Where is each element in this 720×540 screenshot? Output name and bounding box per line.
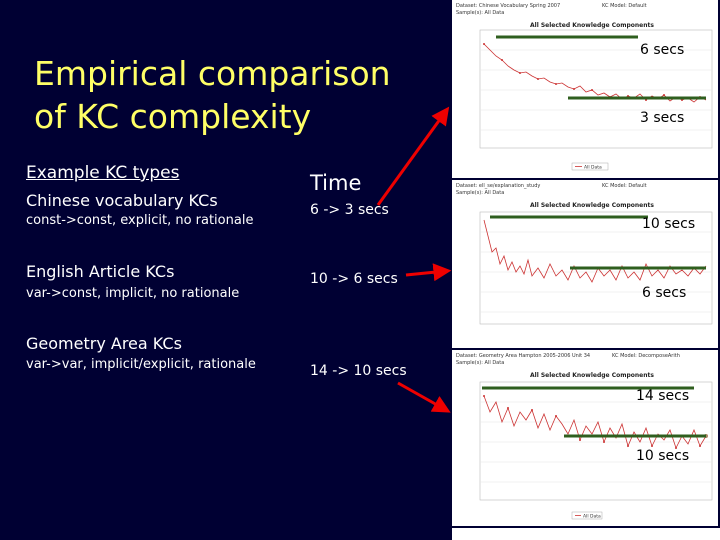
learning-curve-panel-english: Dataset: ell_se/explanation_study Sample… bbox=[452, 180, 718, 348]
kc-desc-geometry: var->var, implicit/explicit, rationale bbox=[26, 357, 256, 372]
learning-curve-panel-geometry: Dataset: Geometry Area Hampton 2005-2006… bbox=[452, 350, 718, 526]
curve-chart-english bbox=[479, 211, 713, 325]
samples-label: Sample(s): All Data bbox=[456, 190, 505, 196]
kc-model-label: KC Model: Default bbox=[602, 183, 647, 189]
arrow-to-chinese-icon bbox=[376, 106, 450, 206]
curve-chart-chinese: All Data bbox=[479, 29, 713, 171]
time-chinese: 6 -> 3 secs bbox=[310, 202, 389, 218]
learning-curve-panel-chinese: Dataset: Chinese Vocabulary Spring 2007 … bbox=[452, 0, 718, 178]
panel-footer bbox=[452, 528, 720, 540]
dataset-label: Dataset: ell_se/explanation_study bbox=[456, 183, 541, 189]
chart-title: All Selected Knowledge Components bbox=[530, 22, 654, 29]
legend-label: All Data bbox=[584, 165, 602, 171]
kc-type-chinese: Chinese vocabulary KCs bbox=[26, 191, 218, 210]
kc-desc-chinese: const->const, explicit, no rationale bbox=[26, 213, 254, 228]
time-english: 10 -> 6 secs bbox=[310, 271, 398, 287]
slide-title-line1: Empirical comparison bbox=[34, 54, 391, 93]
end-time-label: 10 secs bbox=[636, 448, 690, 464]
kc-model-label: KC Model: Default bbox=[602, 3, 647, 9]
kc-desc-english: var->const, implicit, no rationale bbox=[26, 286, 240, 301]
learning-curve-line bbox=[483, 219, 707, 283]
gridlines bbox=[480, 49, 712, 131]
start-time-label: 14 secs bbox=[636, 388, 690, 404]
curve-chart-geometry: All Data bbox=[479, 381, 713, 520]
samples-label: Sample(s): All Data bbox=[456, 360, 505, 366]
legend-box bbox=[571, 511, 603, 520]
gridlines bbox=[480, 231, 712, 313]
kc-type-geometry: Geometry Area KCs bbox=[26, 334, 182, 353]
start-time-label: 6 secs bbox=[640, 42, 685, 58]
arrow-to-geometry-icon bbox=[397, 381, 451, 413]
legend-box bbox=[571, 162, 609, 171]
time-geometry: 14 -> 10 secs bbox=[310, 363, 407, 379]
plot-area bbox=[479, 29, 713, 149]
end-time-label: 3 secs bbox=[640, 110, 685, 126]
learning-curve-line bbox=[483, 43, 707, 103]
chart-title: All Selected Knowledge Components bbox=[530, 372, 654, 379]
slide-title: Empirical comparison of KC complexity bbox=[34, 52, 454, 138]
legend-label: All Data bbox=[583, 514, 601, 520]
samples-label: Sample(s): All Data bbox=[456, 10, 505, 16]
time-header: Time bbox=[310, 171, 362, 195]
end-time-label: 6 secs bbox=[642, 285, 687, 301]
start-time-label: 10 secs bbox=[642, 216, 696, 232]
learning-curve-points bbox=[483, 395, 708, 449]
dataset-label: Dataset: Chinese Vocabulary Spring 2007 bbox=[456, 3, 561, 9]
dataset-label: Dataset: Geometry Area Hampton 2005-2006… bbox=[456, 353, 591, 359]
kc-types-header: Example KC types bbox=[26, 163, 180, 183]
gridlines bbox=[480, 401, 712, 483]
slide-title-line2: of KC complexity bbox=[34, 97, 312, 136]
chart-title: All Selected Knowledge Components bbox=[530, 202, 654, 209]
arrow-to-english-icon bbox=[405, 263, 452, 282]
learning-curve-line bbox=[483, 395, 707, 450]
kc-model-label: KC Model: DecomposeArith bbox=[612, 353, 680, 359]
kc-type-english: English Article KCs bbox=[26, 262, 175, 281]
